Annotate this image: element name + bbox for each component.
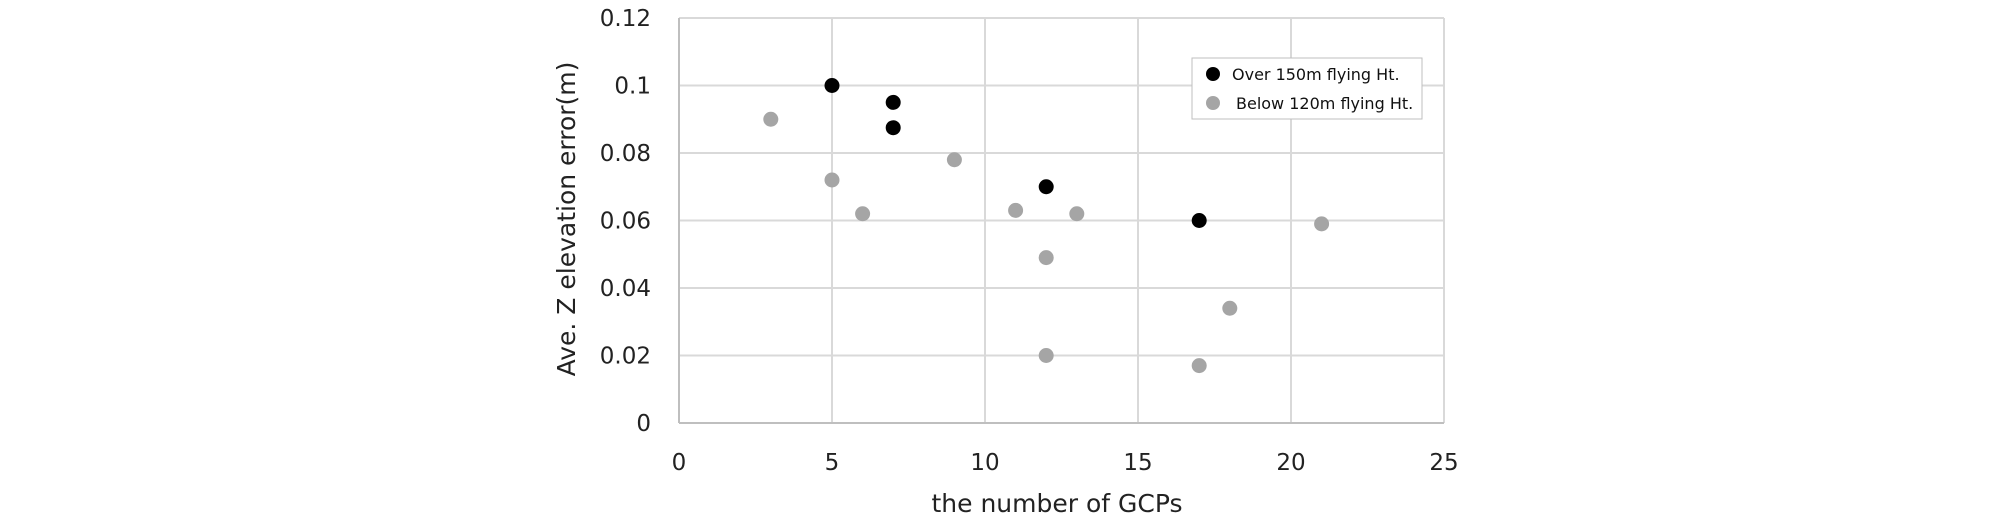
y-tick-label: 0.02 [600,344,651,370]
data-point [1069,206,1085,222]
x-tick-label: 15 [1123,450,1152,476]
data-point [885,94,901,110]
data-point [1191,213,1207,228]
data-point [824,172,840,188]
x-tick-label: 25 [1429,450,1458,476]
data-point [1191,358,1207,374]
x-tick-label: 10 [970,450,999,476]
legend-label-over-150m: Over 150m flying Ht. [1232,65,1400,84]
legend: Over 150m flying Ht. Below 120m flying H… [1191,57,1423,120]
legend-box [1191,57,1423,120]
y-tick-label: 0.06 [600,209,651,235]
data-point [1222,300,1238,316]
x-tick-label: 0 [672,450,687,476]
data-point [946,152,962,168]
data-point [1314,216,1330,232]
data-point [763,111,779,127]
legend-marker-over-150m [1206,67,1220,81]
legend-label-below-120m: Below 120m flying Ht. [1236,94,1413,113]
y-tick-label: 0.1 [614,74,651,100]
y-tick-label: 0 [636,411,651,437]
legend-marker-below-120m [1206,96,1220,110]
x-tick-label: 5 [825,450,840,476]
y-axis-title: Ave. Z elevation error(m) [552,62,581,377]
y-tick-label: 0.12 [600,6,651,32]
axes [678,18,1444,424]
data-point [855,206,871,222]
data-point [1008,202,1024,218]
data-point [1038,348,1054,363]
y-tick-label: 0.08 [600,141,651,167]
data-point [824,78,840,93]
x-tick-label: 20 [1276,450,1305,476]
data-point [885,120,901,136]
tick-labels: 0 5 10 15 20 25 0 0.02 0.04 0.06 0.08 0.1 0.12 [600,6,1459,476]
data-point [1038,179,1054,195]
data-point [1038,250,1054,266]
x-axis-title: the number of GCPs [931,489,1182,518]
data-points [763,78,1330,374]
y-tick-label: 0.04 [600,276,651,302]
